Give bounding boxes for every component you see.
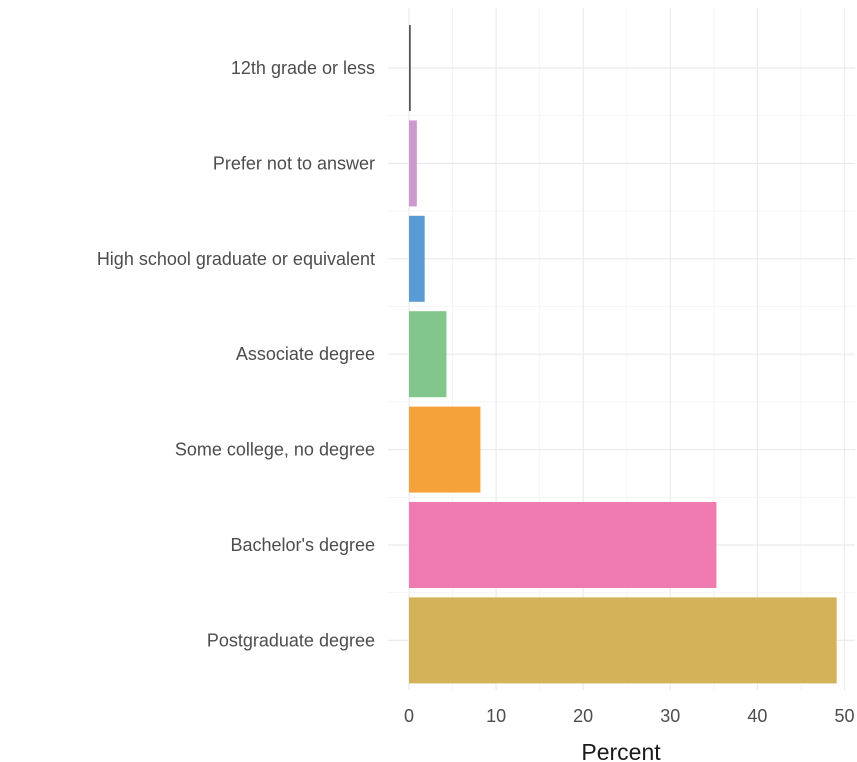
x-tick-label: 0 [404,706,414,726]
bar-postgraduate-degree [409,597,837,684]
category-label: Postgraduate degree [207,630,375,650]
bar-12th-grade-or-less [409,25,411,111]
bar-some-college-no-degree [409,406,481,493]
category-label: Bachelor's degree [230,535,375,555]
category-label: Associate degree [236,344,375,364]
category-label: 12th grade or less [231,58,375,78]
category-label: High school graduate or equivalent [97,249,375,269]
category-label: Prefer not to answer [213,153,375,173]
x-axis-title: Percent [581,739,661,762]
x-tick-labels: 0 10 20 30 40 50 [404,706,855,726]
x-tick-label: 40 [747,706,767,726]
x-tick-label: 50 [834,706,854,726]
bar-high-school-graduate-or-equivalent [409,215,425,302]
category-labels: 12th grade or less Prefer not to answer Hi… [97,58,375,650]
x-tick-label: 30 [660,706,680,726]
bars [409,25,837,684]
bar-prefer-not-to-answer [409,120,417,207]
x-tick-label: 20 [573,706,593,726]
x-tick-label: 10 [486,706,506,726]
category-label: Some college, no degree [175,440,375,460]
bar-bachelor-s-degree [409,502,717,588]
bar-associate-degree [409,311,447,398]
